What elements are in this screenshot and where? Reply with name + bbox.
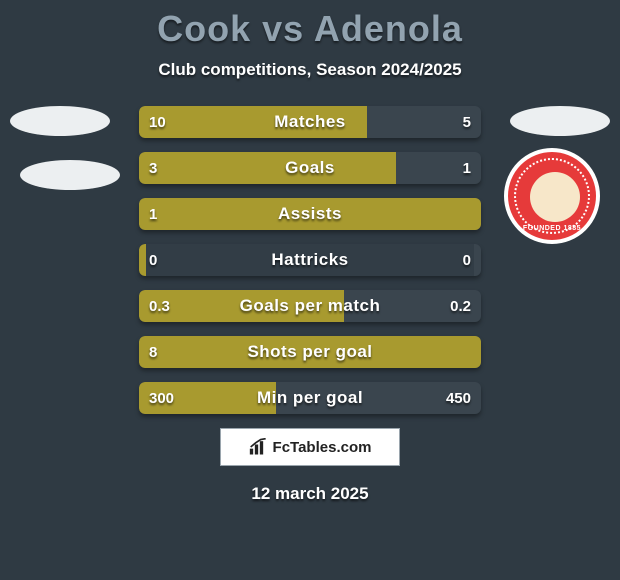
stat-label: Goals — [139, 152, 481, 184]
subtitle: Club competitions, Season 2024/2025 — [0, 60, 620, 80]
stat-label: Goals per match — [139, 290, 481, 322]
stat-row: 8Shots per goal — [139, 336, 481, 368]
player2-avatar — [510, 106, 610, 136]
player1-avatar — [10, 106, 110, 136]
stat-row: 300450Min per goal — [139, 382, 481, 414]
stat-label: Matches — [139, 106, 481, 138]
crest-inner-icon — [530, 172, 580, 222]
comparison-stage: FOUNDED 1885 105Matches 31Goals 1Assists 00… — [0, 106, 620, 414]
footer-badge[interactable]: FcTables.com — [220, 428, 400, 466]
stat-label: Shots per goal — [139, 336, 481, 368]
stat-label: Assists — [139, 198, 481, 230]
page-title: Cook vs Adenola — [0, 0, 620, 50]
date-label: 12 march 2025 — [0, 484, 620, 504]
stat-row: 0.30.2Goals per match — [139, 290, 481, 322]
stat-row: 105Matches — [139, 106, 481, 138]
stats-bars: 105Matches 31Goals 1Assists 00Hattricks 0.30… — [139, 106, 481, 414]
stat-row: 31Goals — [139, 152, 481, 184]
player1-club-avatar — [20, 160, 120, 190]
stat-label: Min per goal — [139, 382, 481, 414]
chart-icon — [249, 438, 269, 456]
stat-row: 1Assists — [139, 198, 481, 230]
footer-label: FcTables.com — [273, 439, 372, 456]
stat-row: 00Hattricks — [139, 244, 481, 276]
stat-label: Hattricks — [139, 244, 481, 276]
player2-club-crest: FOUNDED 1885 — [504, 148, 600, 244]
crest-text: FOUNDED 1885 — [508, 225, 596, 232]
